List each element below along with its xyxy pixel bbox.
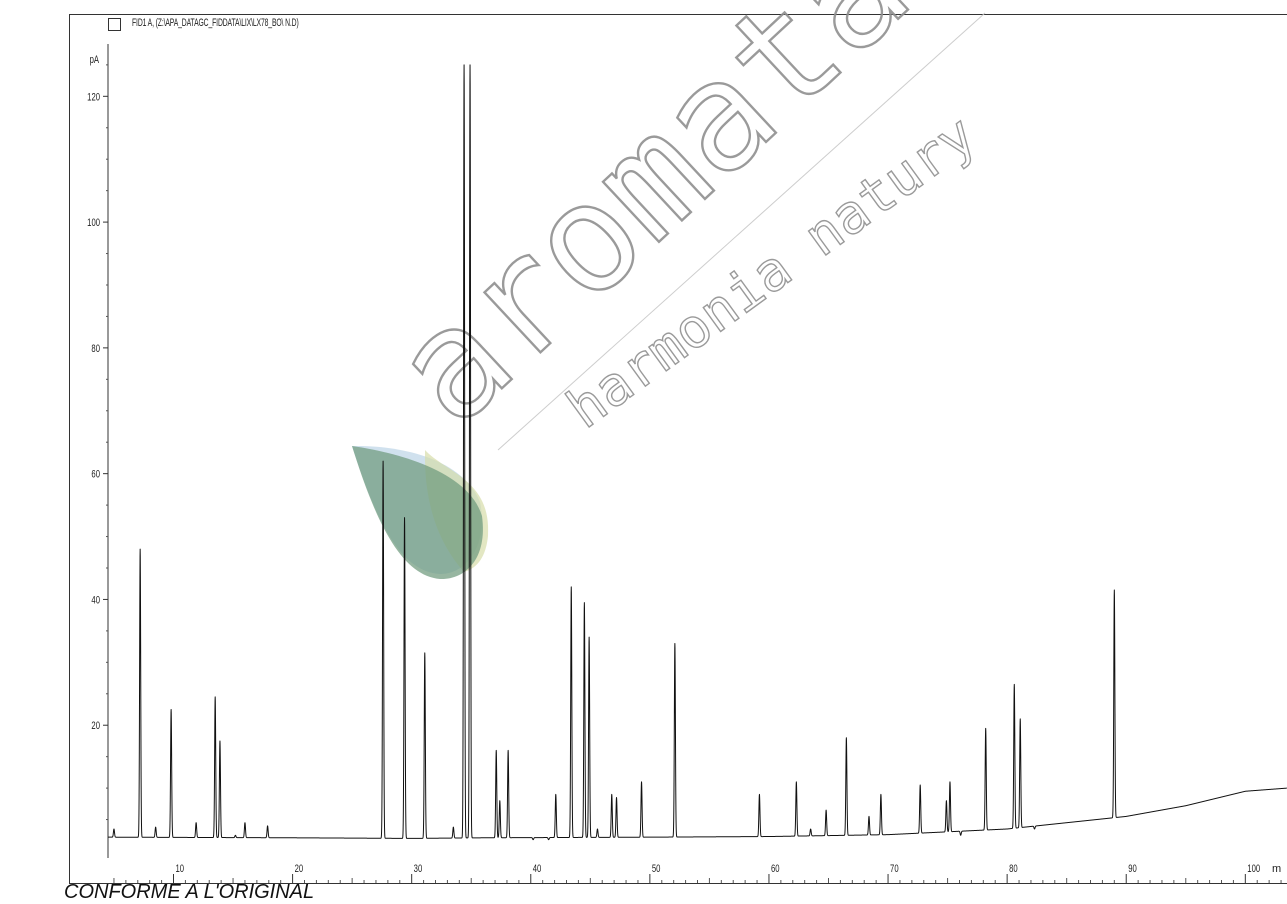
watermark: aromatari harmonia natury xyxy=(352,0,1075,580)
x-tick-label: 20 xyxy=(295,863,304,876)
y-tick-label: 40 xyxy=(91,594,100,607)
y-tick-label: 60 xyxy=(91,468,100,481)
watermark-leaf-icon xyxy=(352,445,489,580)
x-axis-unit: m xyxy=(1272,863,1281,875)
x-tick-label: 70 xyxy=(890,863,899,876)
x-tick-label: 30 xyxy=(414,863,423,876)
legend-label: FID1 A, (Z:\APA_DATAGC_FIDDATA\LIX\LX78_… xyxy=(132,17,299,29)
y-tick-label: 120 xyxy=(87,91,100,104)
ticks: 20 40 60 80 100 120 pA 10 20 30 40 50 60 70 80 90 100 m xyxy=(87,54,1282,883)
y-tick-label: 80 xyxy=(91,343,100,356)
legend-checkbox[interactable] xyxy=(108,18,121,31)
x-tick-label: 10 xyxy=(176,863,185,876)
x-tick-label: 100 xyxy=(1247,863,1260,876)
footer-note: CONFORME A L'ORIGINAL xyxy=(64,881,315,903)
watermark-brand: aromatari xyxy=(361,0,1074,458)
y-axis-unit: pA xyxy=(90,54,100,67)
x-tick-label: 50 xyxy=(652,863,661,876)
watermark-divider xyxy=(497,12,986,451)
x-tick-label: 80 xyxy=(1009,863,1018,876)
x-tick-label: 90 xyxy=(1128,863,1137,876)
chromatogram-trace xyxy=(107,64,1287,841)
y-tick-label: 100 xyxy=(87,217,100,230)
chart-frame xyxy=(69,14,1287,884)
y-tick-label: 20 xyxy=(91,720,100,733)
x-tick-label: 60 xyxy=(771,863,780,876)
x-tick-label: 40 xyxy=(533,863,542,876)
